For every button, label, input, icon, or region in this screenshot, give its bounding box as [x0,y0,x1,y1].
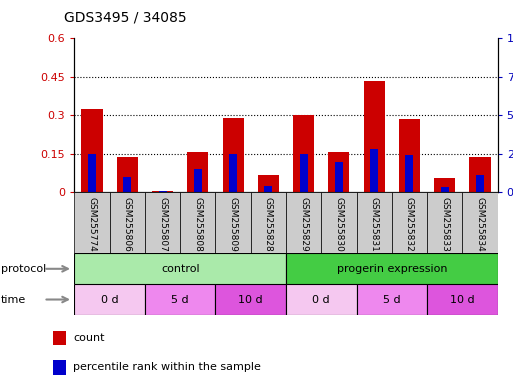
Bar [215,284,286,315]
Text: 5 d: 5 d [171,295,189,305]
Bar [286,192,321,253]
Bar [194,169,202,192]
Text: progerin expression: progerin expression [337,264,447,274]
Bar [82,109,103,192]
Bar [110,192,145,253]
Bar [328,152,349,192]
Text: GSM255834: GSM255834 [476,197,484,252]
Bar [357,284,427,315]
Bar [434,178,455,192]
Text: 0 d: 0 d [101,295,119,305]
Bar [264,186,272,192]
Text: GSM255807: GSM255807 [158,197,167,252]
Bar [286,253,498,284]
Bar [286,284,357,315]
Text: 10 d: 10 d [239,295,263,305]
Text: 5 d: 5 d [383,295,401,305]
Bar [74,253,286,284]
Text: control: control [161,264,200,274]
Text: GSM255809: GSM255809 [229,197,238,252]
Bar [123,177,131,192]
Bar [251,192,286,253]
Bar [476,175,484,192]
Bar [215,192,251,253]
Text: 0 d: 0 d [312,295,330,305]
Bar [74,284,145,315]
Text: GSM255831: GSM255831 [370,197,379,252]
Bar [74,192,110,253]
Text: GSM255833: GSM255833 [440,197,449,252]
Bar [405,155,413,192]
Bar [357,192,392,253]
Bar [229,154,237,192]
Bar [427,284,498,315]
Bar [469,157,490,192]
Bar [145,192,180,253]
Bar [116,157,138,192]
Bar [258,175,279,192]
Text: GSM255806: GSM255806 [123,197,132,252]
Text: GSM255808: GSM255808 [193,197,202,252]
Bar [145,284,215,315]
Text: 10 d: 10 d [450,295,475,305]
Bar [187,152,208,192]
Bar [364,81,385,192]
Text: time: time [1,295,26,305]
Text: protocol: protocol [1,264,46,274]
Bar [427,192,462,253]
Bar [180,192,215,253]
Bar [392,192,427,253]
Text: GSM255774: GSM255774 [88,197,96,252]
Text: GSM255828: GSM255828 [264,197,273,252]
Bar [335,162,343,192]
Bar [321,192,357,253]
Bar [462,192,498,253]
Bar [53,331,66,345]
Text: GSM255830: GSM255830 [334,197,343,252]
Bar [223,118,244,192]
Bar [370,149,378,192]
Text: GSM255832: GSM255832 [405,197,414,252]
Text: GDS3495 / 34085: GDS3495 / 34085 [64,11,187,25]
Text: GSM255829: GSM255829 [299,197,308,252]
Bar [300,154,308,192]
Bar [441,187,449,192]
Bar [53,360,66,375]
Text: count: count [73,333,105,343]
Bar [152,191,173,192]
Bar [399,119,420,192]
Text: percentile rank within the sample: percentile rank within the sample [73,362,261,372]
Bar [88,154,96,192]
Bar [293,115,314,192]
